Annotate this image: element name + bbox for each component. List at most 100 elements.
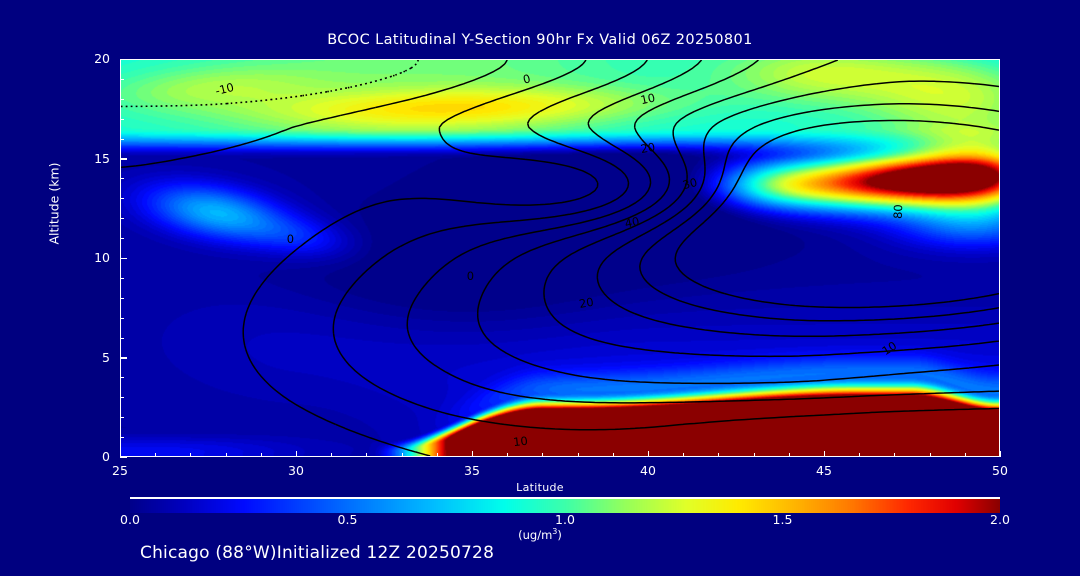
y-tick-label: 0 [102,449,110,464]
units-exponent: 3 [552,527,558,536]
x-tick-label: 30 [288,463,304,478]
y-minor-tick [120,178,124,180]
y-tick-mark [120,158,127,160]
x-minor-tick [436,453,438,457]
x-minor-tick [612,453,614,457]
contour-label-text: 30 [681,175,699,192]
x-minor-tick [155,453,157,457]
contour-line-50 [543,60,999,358]
y-tick-label: 15 [94,150,110,166]
x-minor-tick [894,453,896,457]
contour-label-text: 40 [623,214,640,231]
x-minor-tick [331,453,333,457]
contour-overlay: 0 10 20 30 40 -10 20 10 10 80 0 0 [121,60,999,456]
contour-label-text: 10 [639,90,656,107]
x-tick-mark [295,451,297,457]
y-minor-tick [120,138,124,140]
contour-line--10 [121,60,420,108]
x-minor-tick [718,453,720,457]
contour-label-text: 0 [521,71,531,86]
contour-line-70 [639,103,999,322]
x-minor-tick [964,453,966,457]
y-minor-tick [120,277,124,279]
colorbar-units: (ug/m3) [0,527,1080,542]
y-minor-tick [120,417,124,419]
y-minor-tick [120,78,124,80]
plot-area: 0 10 20 30 40 -10 20 10 10 80 0 0 [120,59,1000,457]
y-minor-tick [120,377,124,379]
x-minor-tick [190,453,192,457]
colorbar [130,497,1000,513]
colorbar-tick-label: 0.0 [120,512,140,527]
x-tick-mark [471,451,473,457]
x-tick-mark [119,451,121,457]
contour-label-text: 20 [639,140,656,156]
y-minor-tick [120,437,124,439]
x-tick-mark [823,451,825,457]
contour-line-30 [406,60,999,404]
contour-label: 20 [578,295,595,311]
x-minor-tick [366,453,368,457]
x-axis-title: Latitude [516,481,564,494]
x-tick-mark [647,451,649,457]
y-tick-label: 5 [102,349,110,365]
y-tick-label: 20 [94,51,110,66]
contour-label: 40 [623,214,640,231]
y-minor-tick [120,297,124,299]
contour-label-text: 10 [513,434,529,449]
y-tick-mark [120,357,127,359]
figure-title: BCOC Latitudinal Y-Section 90hr Fx Valid… [327,32,753,48]
x-minor-tick [401,453,403,457]
x-minor-tick [929,453,931,457]
contour-label: 10 [639,90,656,107]
contour-label-text: -10 [214,80,236,98]
figure-footer: Chicago (88°W)Initialized 12Z 20250728 [140,543,495,563]
y-tick-mark [120,58,127,60]
contour-label: 10 [879,338,899,358]
y-minor-tick [120,317,124,319]
contour-line-60 [596,80,999,338]
contour-label-text: 0 [467,269,474,283]
x-minor-tick [788,453,790,457]
units-close: ) [557,527,562,542]
contour-label: 20 [639,140,656,156]
contour-label-text: 80 [891,204,906,219]
contour-label-text: 10 [879,338,899,358]
x-minor-tick [577,453,579,457]
contour-label: 80 [891,204,906,219]
x-tick-label: 35 [464,463,480,478]
contour-label: 0 [521,71,531,86]
colorbar-tick-label: 1.0 [555,512,575,527]
contour-label: 30 [681,175,699,192]
y-tick-label: 10 [94,250,110,265]
y-minor-tick [120,397,124,399]
y-minor-tick [120,118,124,120]
y-minor-tick [120,218,124,220]
colorbar-tick-label: 1.5 [772,512,793,527]
x-tick-label: 45 [816,463,832,478]
x-minor-tick [507,453,509,457]
colorbar-tick-label: 0.5 [337,512,358,527]
y-tick-mark [120,456,127,458]
contour-label-text: 20 [578,295,595,311]
y-minor-tick [120,198,124,200]
field-heatmap [121,60,999,456]
contour-line-10 [242,60,599,456]
y-minor-tick [120,98,124,100]
contour-line-20 [332,60,999,431]
colorbar-tick-label: 2.0 [990,512,1010,527]
x-minor-tick [753,453,755,457]
x-minor-tick [859,453,861,457]
x-minor-tick [542,453,544,457]
y-axis-title: Altitude (km) [46,162,62,245]
x-minor-tick [683,453,685,457]
y-tick-mark [120,257,127,259]
contour-label: 0 [467,269,474,283]
colorbar-gradient [130,499,1000,513]
contour-line-0 [121,60,508,169]
contour-label: 0 [287,232,294,246]
contour-label: -10 [214,80,236,98]
x-minor-tick [260,453,262,457]
x-tick-label: 50 [992,463,1008,478]
